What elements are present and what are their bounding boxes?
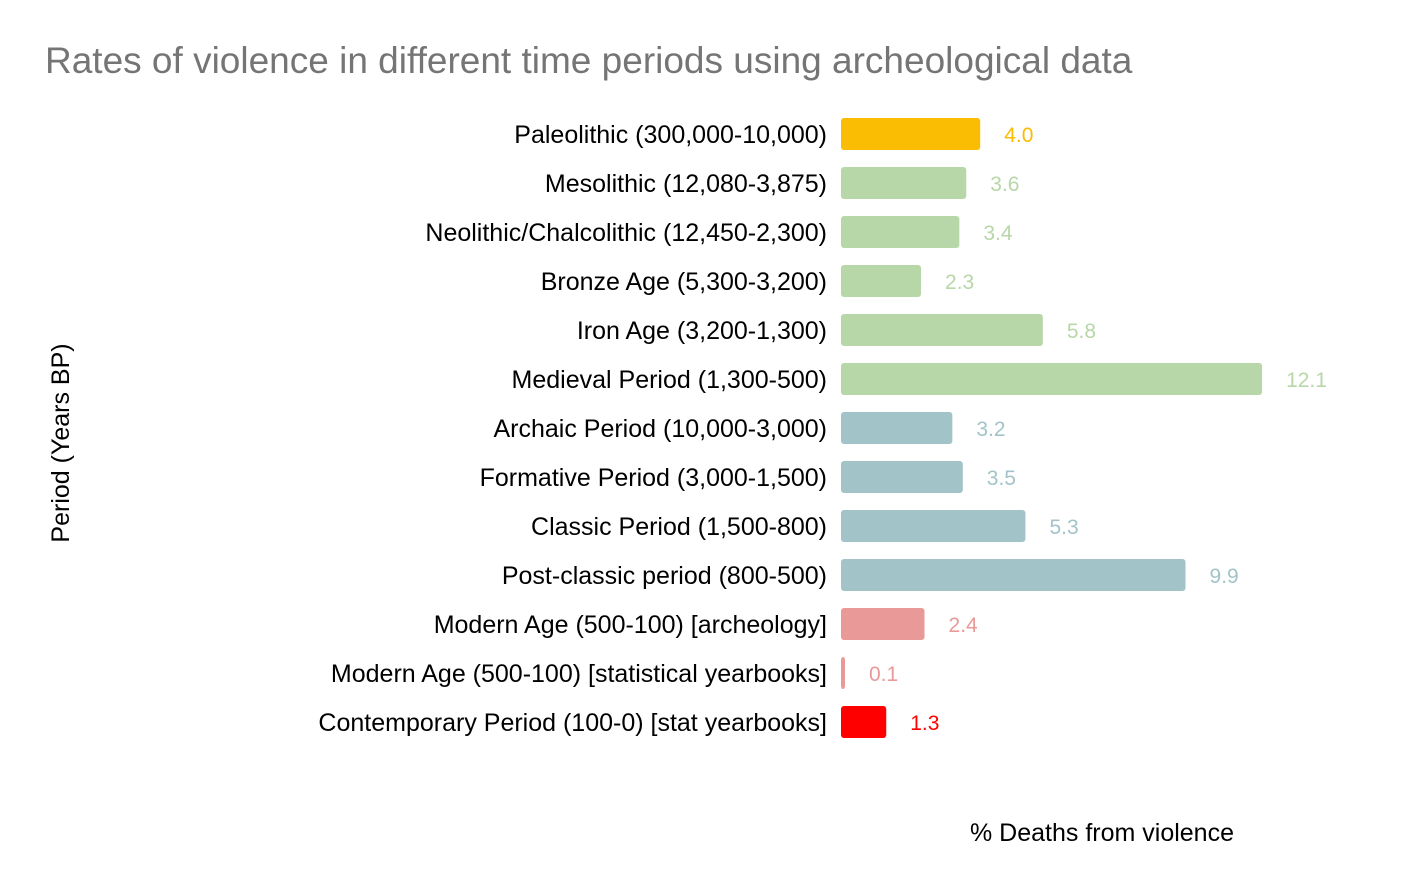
bar bbox=[841, 167, 967, 199]
x-axis-title: % Deaths from violence bbox=[970, 819, 1234, 847]
value-label: 1.3 bbox=[910, 712, 939, 735]
value-label: 5.3 bbox=[1049, 516, 1078, 539]
chart-title: Rates of violence in different time peri… bbox=[45, 40, 1133, 81]
bar bbox=[841, 461, 963, 493]
category-label: Modern Age (500-100) [statistical yearbo… bbox=[331, 660, 827, 688]
bar-row: Classic Period (1,500-800) 5.3 bbox=[531, 510, 1079, 542]
bar-row: Post-classic period (800-500) 9.9 bbox=[502, 559, 1239, 591]
bar bbox=[841, 265, 922, 297]
bar bbox=[841, 118, 981, 150]
category-label: Iron Age (3,200-1,300) bbox=[577, 317, 827, 345]
bar-row: Neolithic/Chalcolithic (12,450-2,300) 3.4 bbox=[425, 216, 1013, 248]
category-label: Medieval Period (1,300-500) bbox=[512, 366, 827, 394]
value-label: 4.0 bbox=[1004, 124, 1033, 147]
value-label: 3.2 bbox=[976, 418, 1005, 441]
bar-row: Modern Age (500-100) [statistical yearbo… bbox=[331, 657, 898, 689]
bar-row: Mesolithic (12,080-3,875) 3.6 bbox=[545, 167, 1019, 199]
bar bbox=[841, 657, 845, 689]
value-label: 0.1 bbox=[869, 663, 898, 686]
category-label: Classic Period (1,500-800) bbox=[531, 513, 827, 541]
bar-row: Iron Age (3,200-1,300) 5.8 bbox=[577, 314, 1096, 346]
category-label: Contemporary Period (100-0) [stat yearbo… bbox=[318, 709, 827, 737]
bar bbox=[841, 608, 925, 640]
value-label: 3.4 bbox=[983, 222, 1013, 245]
bar bbox=[841, 216, 960, 248]
bar bbox=[841, 559, 1186, 591]
value-label: 12.1 bbox=[1286, 369, 1327, 392]
value-label: 9.9 bbox=[1210, 565, 1239, 588]
value-label: 2.4 bbox=[949, 614, 979, 637]
category-label: Bronze Age (5,300-3,200) bbox=[541, 268, 827, 296]
bar-row: Bronze Age (5,300-3,200) 2.3 bbox=[541, 265, 974, 297]
value-label: 2.3 bbox=[945, 271, 974, 294]
bar bbox=[841, 706, 887, 738]
value-label: 3.6 bbox=[990, 173, 1019, 196]
bar bbox=[841, 363, 1263, 395]
bar-row: Formative Period (3,000-1,500) 3.5 bbox=[480, 461, 1016, 493]
bar-row: Paleolithic (300,000-10,000) 4.0 bbox=[514, 118, 1033, 150]
bar-row: Medieval Period (1,300-500) 12.1 bbox=[512, 363, 1327, 395]
category-label: Post-classic period (800-500) bbox=[502, 562, 827, 590]
bars-layer: Paleolithic (300,000-10,000) 4.0 Mesolithi… bbox=[318, 118, 1327, 738]
category-label: Paleolithic (300,000-10,000) bbox=[514, 121, 827, 149]
category-label: Modern Age (500-100) [archeology] bbox=[434, 611, 827, 639]
category-label: Mesolithic (12,080-3,875) bbox=[545, 170, 827, 198]
category-label: Formative Period (3,000-1,500) bbox=[480, 464, 827, 492]
bar-row: Archaic Period (10,000-3,000) 3.2 bbox=[493, 412, 1006, 444]
bar bbox=[841, 314, 1043, 346]
y-axis-title: Period (Years BP) bbox=[47, 343, 75, 542]
value-label: 3.5 bbox=[987, 467, 1016, 490]
category-label: Archaic Period (10,000-3,000) bbox=[493, 415, 827, 443]
bar bbox=[841, 510, 1026, 542]
bar-row: Modern Age (500-100) [archeology] 2.4 bbox=[434, 608, 978, 640]
category-label: Neolithic/Chalcolithic (12,450-2,300) bbox=[425, 219, 827, 247]
value-label: 5.8 bbox=[1067, 320, 1096, 343]
bar-row: Contemporary Period (100-0) [stat yearbo… bbox=[318, 706, 939, 738]
bar bbox=[841, 412, 953, 444]
